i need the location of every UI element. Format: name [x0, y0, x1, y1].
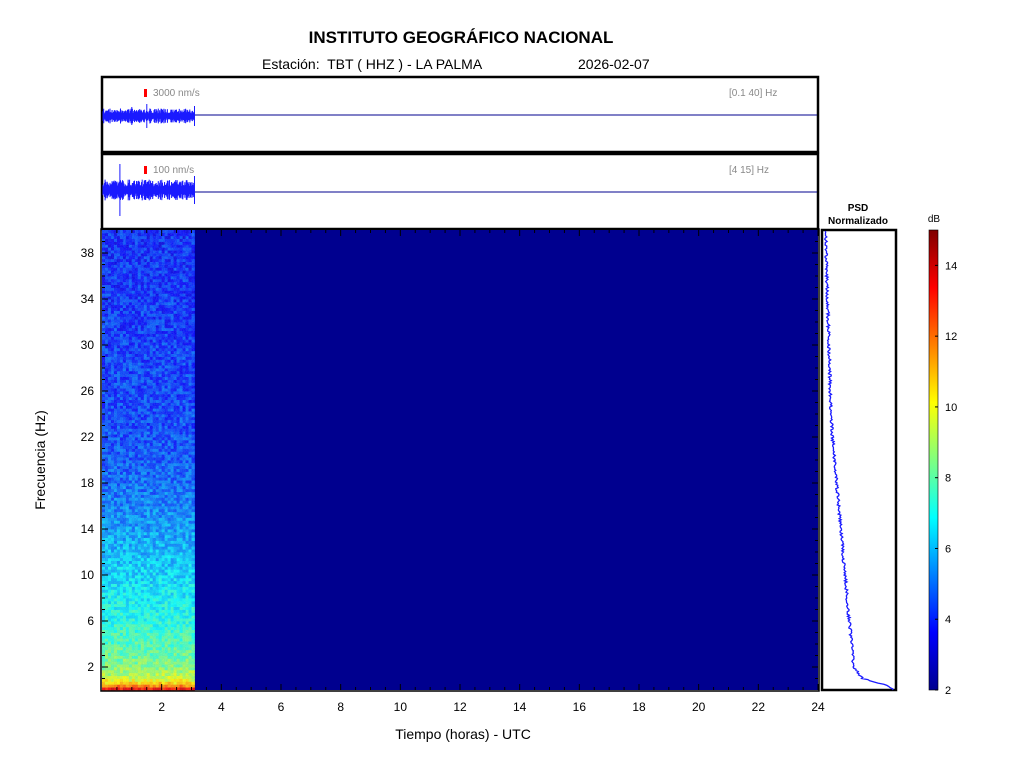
spectrogram-background	[102, 230, 818, 690]
x-tick-label: 4	[218, 700, 225, 714]
scale-marker	[144, 89, 147, 97]
waveform-trace	[102, 164, 195, 216]
trace-panel-broadband: 3000 nm/s [0.1 40] Hz	[100, 75, 820, 154]
scale-label: 3000 nm/s	[153, 88, 200, 99]
station-label: Estación: TBT ( HHZ ) - LA PALMA	[262, 56, 483, 72]
waveform-trace	[102, 104, 195, 128]
band-label: [4 15] Hz	[729, 165, 769, 176]
scale-label: 100 nm/s	[153, 165, 194, 176]
scale-marker	[144, 166, 147, 174]
x-tick-label: 6	[278, 700, 285, 714]
page-title: INSTITUTO GEOGRÁFICO NACIONAL	[308, 28, 614, 47]
spectrogram-frame	[100, 228, 820, 692]
x-tick-label: 2	[158, 700, 165, 714]
trace-panel-filtered: 100 nm/s [4 15] Hz	[100, 152, 820, 231]
band-label: [0.1 40] Hz	[729, 88, 777, 99]
spectrogram: 2 4 6 8 10 12 14 16 18 20 22 24 261014182226303438 …	[32, 228, 825, 742]
date-label: 2026-02-07	[578, 56, 650, 72]
spectrogram-noise	[102, 230, 195, 690]
x-tick-label: 8	[337, 700, 344, 714]
x-axis: 2 4 6 8 10 12 14 16 18 20 22 24	[116, 230, 825, 714]
